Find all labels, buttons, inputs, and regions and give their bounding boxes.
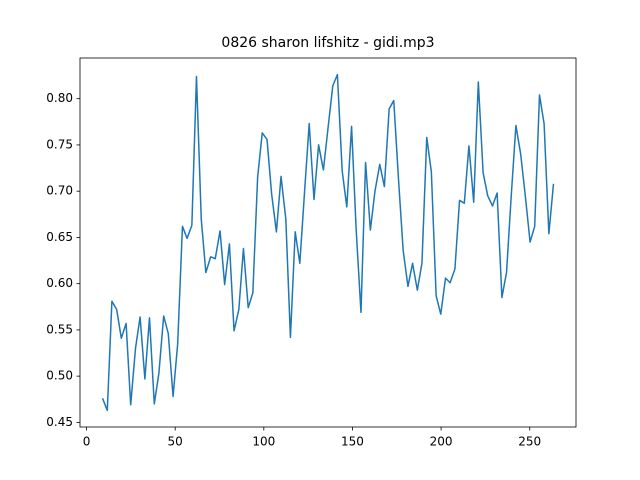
- x-tick-label: 100: [252, 435, 275, 449]
- x-tick-label: 200: [430, 435, 453, 449]
- y-tick-label: 0.45: [46, 415, 73, 429]
- line: [101, 73, 555, 412]
- x-tick-label: 250: [518, 435, 541, 449]
- x-tick-label: 150: [341, 435, 364, 449]
- y-tick-label: 0.70: [46, 184, 73, 198]
- plot-frame: [79, 57, 577, 428]
- y-tick-label: 0.60: [46, 276, 73, 290]
- x-tick-label: 0: [83, 435, 91, 449]
- y-tick-label: 0.65: [46, 230, 73, 244]
- y-tick-label: 0.55: [46, 322, 73, 336]
- y-tick-label: 0.75: [46, 137, 73, 151]
- y-tick-label: 0.80: [46, 91, 73, 105]
- chart-title: 0826 sharon lifshitz - gidi.mp3: [221, 35, 434, 51]
- x-tick-label: 50: [168, 435, 183, 449]
- y-tick-label: 0.50: [46, 369, 73, 383]
